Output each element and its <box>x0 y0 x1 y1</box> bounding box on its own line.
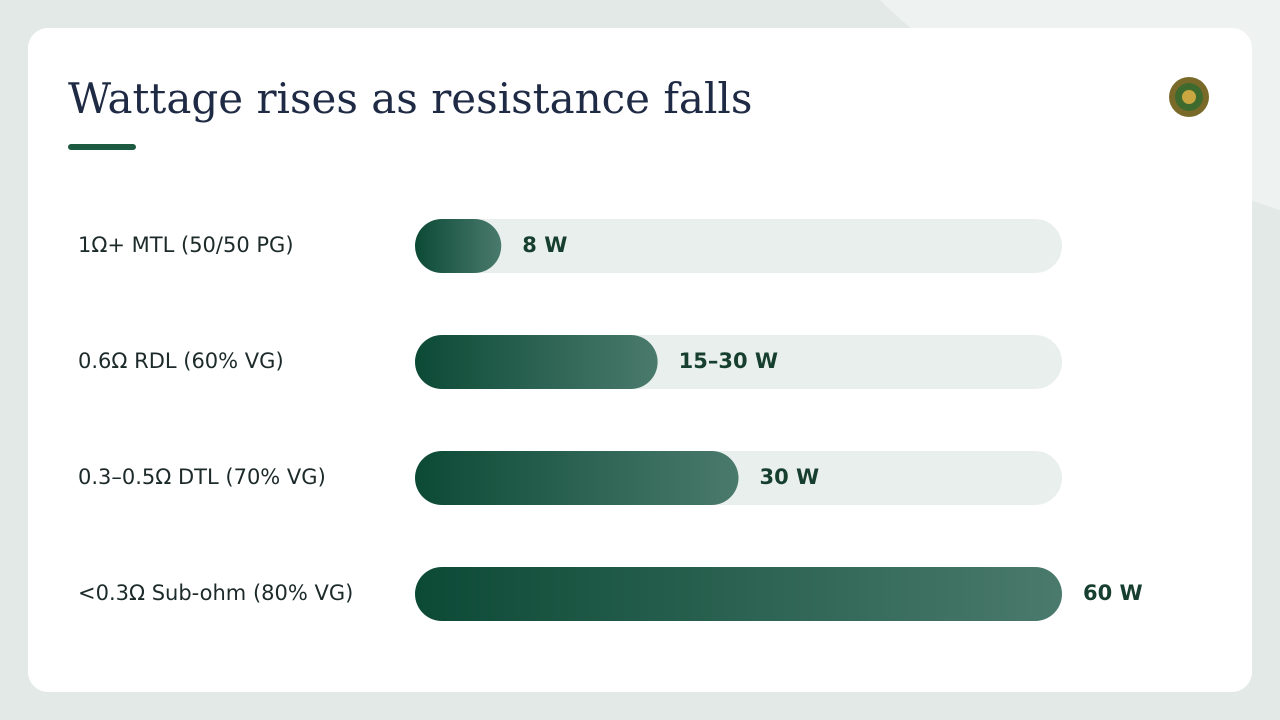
bar <box>415 567 1062 621</box>
chart-title: Wattage rises as resistance falls <box>68 74 752 123</box>
category-label: 0.3–0.5Ω DTL (70% VG) <box>78 465 326 489</box>
value-label: 8 W <box>522 233 567 257</box>
category-label: 0.6Ω RDL (60% VG) <box>78 349 284 373</box>
logo <box>1169 77 1209 117</box>
title-underline <box>68 144 136 150</box>
value-label: 15–30 W <box>679 349 778 373</box>
bar-track <box>415 219 1062 273</box>
value-label: 60 W <box>1083 581 1143 605</box>
category-label: <0.3Ω Sub-ohm (80% VG) <box>78 581 353 605</box>
bar <box>415 451 739 505</box>
plot: 1Ω+ MTL (50/50 PG) 8 W 0.6Ω RDL (60% VG) 15… <box>78 219 1143 621</box>
bar <box>415 219 502 273</box>
value-label: 30 W <box>760 465 820 489</box>
bar <box>415 335 658 389</box>
category-label: 1Ω+ MTL (50/50 PG) <box>78 233 294 257</box>
